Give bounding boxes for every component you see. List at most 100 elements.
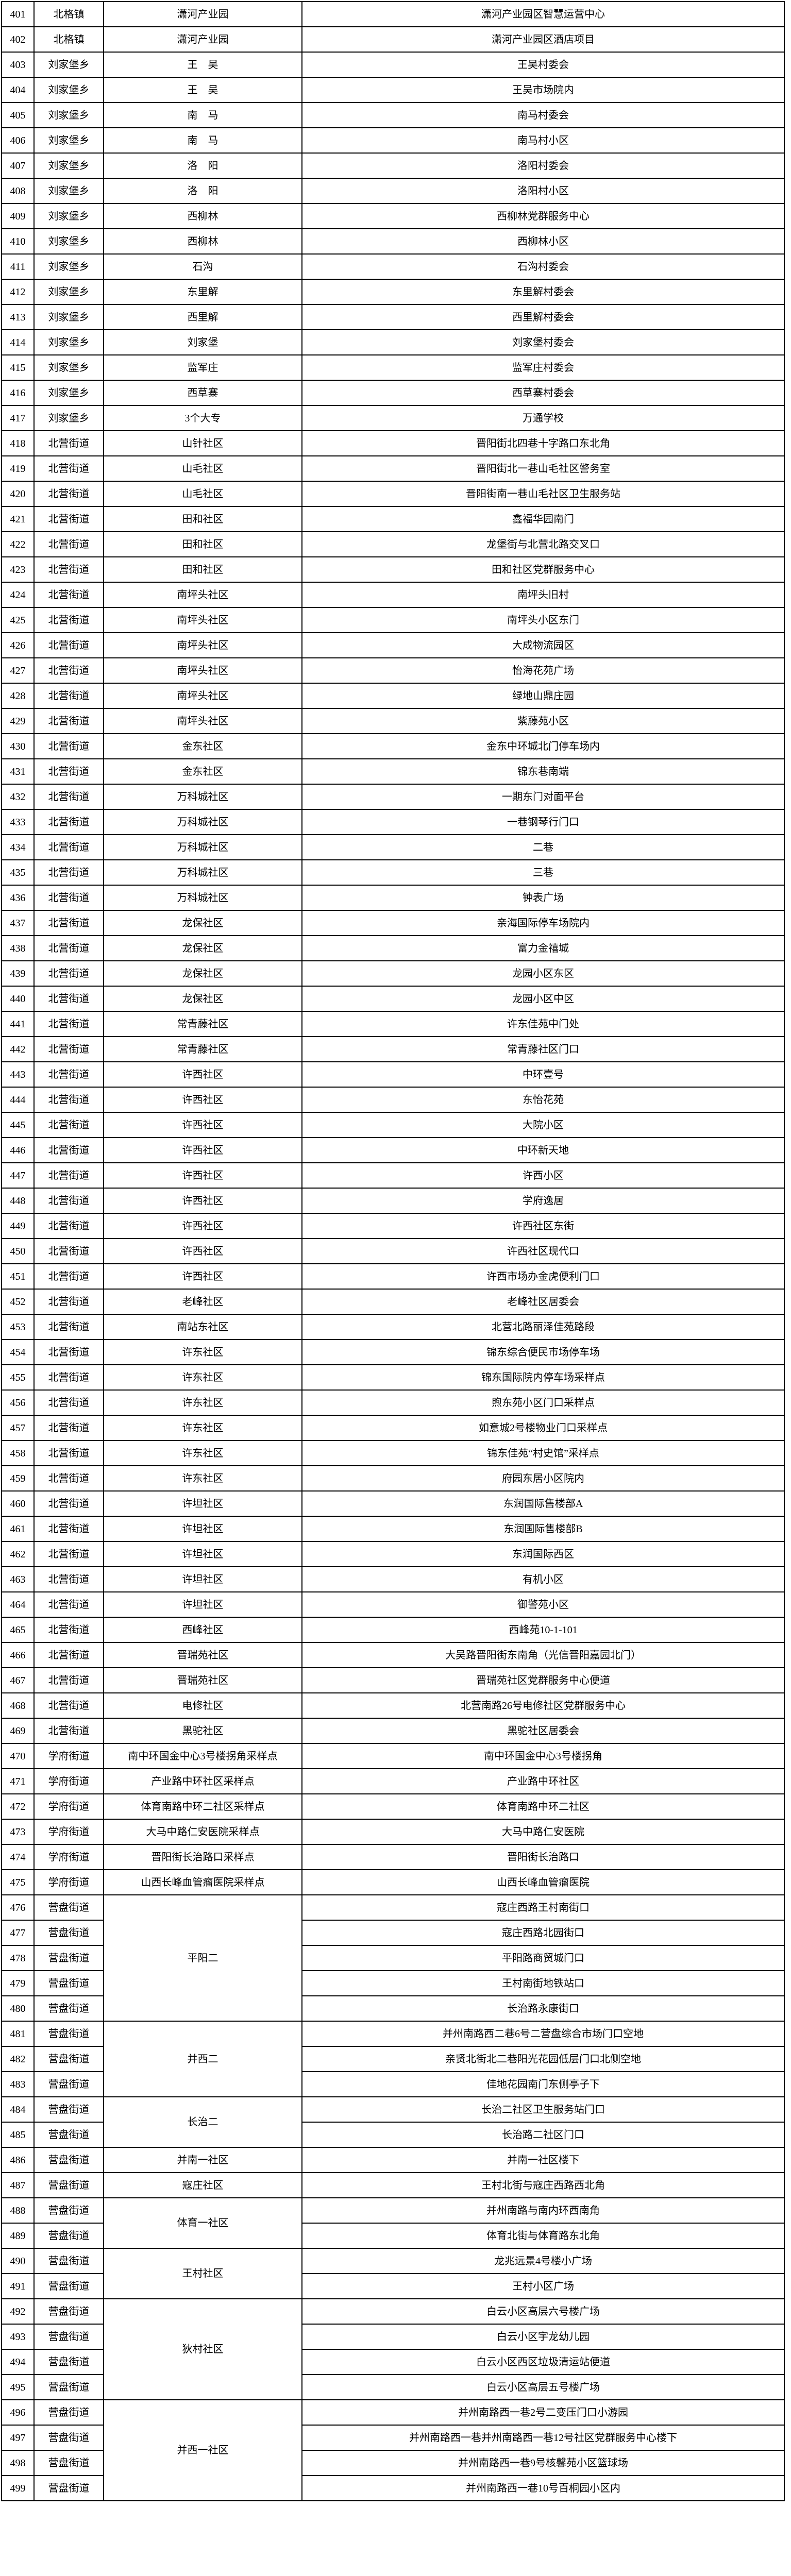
table-row: 438 北营街道 龙保社区 富力金禧城 xyxy=(1,935,785,961)
location-cell: 北营南路26号电修社区党群服务中心 xyxy=(301,1692,785,1719)
table-row: 448 北营街道 许西社区 学府逸居 xyxy=(1,1188,785,1214)
row-number-cell: 453 xyxy=(1,1314,35,1340)
community-cell: 许西社区 xyxy=(103,1112,302,1138)
table-row: 477 营盘街道 寇庄西路北园街口 xyxy=(1,1920,785,1946)
table-row: 494 营盘街道 白云小区西区垃圾清运站便道 xyxy=(1,2349,785,2375)
row-number-cell: 447 xyxy=(1,1162,35,1189)
location-cell: 并州南路西一巷2号二变压门口小游园 xyxy=(301,2399,785,2426)
community-cell: 南中环国金中心3号楼拐角采样点 xyxy=(103,1743,302,1769)
location-cell: 长治路永康街口 xyxy=(301,1995,785,2022)
town-cell: 刘家堡乡 xyxy=(33,102,104,128)
table-row: 454 北营街道 许东社区 锦东综合便民市场停车场 xyxy=(1,1339,785,1365)
table-row: 412 刘家堡乡 东里解 东里解村委会 xyxy=(1,279,785,305)
community-cell: 王 吴 xyxy=(103,77,302,103)
town-cell: 北格镇 xyxy=(33,1,104,27)
table-row: 492 营盘街道 狄村社区 白云小区高层六号楼广场 xyxy=(1,2298,785,2400)
community-cell: 许西社区 xyxy=(103,1188,302,1214)
location-cell: 长治二社区卫生服务站门口 xyxy=(301,2096,785,2123)
row-number-cell: 448 xyxy=(1,1188,35,1214)
location-cell: 一巷钢琴行门口 xyxy=(301,809,785,835)
table-row: 482 营盘街道 亲贤北街北二巷阳光花园低层门口北侧空地 xyxy=(1,2046,785,2072)
table-row: 446 北营街道 许西社区 中环新天地 xyxy=(1,1137,785,1163)
table-row: 430 北营街道 金东社区 金东中环城北门停车场内 xyxy=(1,733,785,759)
community-cell: 西峰社区 xyxy=(103,1617,302,1643)
table-row: 432 北营街道 万科城社区 一期东门对面平台 xyxy=(1,784,785,810)
town-cell: 营盘街道 xyxy=(33,2324,104,2350)
row-number-cell: 413 xyxy=(1,304,35,330)
table-row: 474 学府街道 晋阳街长治路口采样点 晋阳街长治路口 xyxy=(1,1844,785,1870)
town-cell: 营盘街道 xyxy=(33,2349,104,2375)
town-cell: 北营街道 xyxy=(33,1364,104,1391)
community-cell: 万科城社区 xyxy=(103,834,302,860)
row-number-cell: 441 xyxy=(1,1011,35,1037)
community-cell: 洛 阳 xyxy=(103,152,302,179)
location-cell: 晋阳街南一巷山毛社区卫生服务站 xyxy=(301,481,785,507)
location-cell: 南坪头旧村 xyxy=(301,582,785,608)
town-cell: 北营街道 xyxy=(33,1289,104,1315)
location-cell: 大成物流园区 xyxy=(301,632,785,658)
location-cell: 晋阳街北一巷山毛社区警务室 xyxy=(301,455,785,482)
table-row: 428 北营街道 南坪头社区 绿地山鼎庄园 xyxy=(1,683,785,709)
table-row: 464 北营街道 许坦社区 御警苑小区 xyxy=(1,1591,785,1618)
town-cell: 营盘街道 xyxy=(33,2298,104,2325)
sampling-table-body: 401 北格镇 潇河产业园 潇河产业园区智慧运营中心 402 北格镇 潇河产业园 潇河产业园区… xyxy=(1,1,785,2501)
row-number-cell: 499 xyxy=(1,2475,35,2501)
town-cell: 营盘街道 xyxy=(33,2021,104,2047)
row-number-cell: 470 xyxy=(1,1743,35,1769)
table-row: 468 北营街道 电修社区 北营南路26号电修社区党群服务中心 xyxy=(1,1692,785,1719)
community-cell: 许东社区 xyxy=(103,1339,302,1365)
community-cell: 并西二 xyxy=(103,2021,302,2097)
town-cell: 北营街道 xyxy=(33,1213,104,1239)
row-number-cell: 450 xyxy=(1,1238,35,1264)
table-row: 499 营盘街道 并州南路西一巷10号百桐园小区内 xyxy=(1,2475,785,2501)
town-cell: 北营街道 xyxy=(33,430,104,456)
location-cell: 许西社区现代口 xyxy=(301,1238,785,1264)
town-cell: 刘家堡乡 xyxy=(33,77,104,103)
town-cell: 营盘街道 xyxy=(33,1970,104,1996)
community-cell: 并西一社区 xyxy=(103,2399,302,2501)
community-cell: 山毛社区 xyxy=(103,481,302,507)
table-row: 458 北营街道 许东社区 锦东佳苑“村史馆”采样点 xyxy=(1,1440,785,1466)
row-number-cell: 452 xyxy=(1,1289,35,1315)
row-number-cell: 477 xyxy=(1,1920,35,1946)
location-cell: 有机小区 xyxy=(301,1566,785,1592)
location-cell: 晋阳街长治路口 xyxy=(301,1844,785,1870)
town-cell: 学府街道 xyxy=(33,1844,104,1870)
community-cell: 许东社区 xyxy=(103,1389,302,1416)
table-row: 463 北营街道 许坦社区 有机小区 xyxy=(1,1566,785,1592)
row-number-cell: 404 xyxy=(1,77,35,103)
town-cell: 北营街道 xyxy=(33,506,104,532)
town-cell: 北营街道 xyxy=(33,1314,104,1340)
location-cell: 东润国际售楼部A xyxy=(301,1490,785,1517)
location-cell: 并州南路西二巷6号二营盘综合市场门口空地 xyxy=(301,2021,785,2047)
location-cell: 佳地花园南门东侧亭子下 xyxy=(301,2071,785,2097)
row-number-cell: 457 xyxy=(1,1415,35,1441)
community-cell: 狄村社区 xyxy=(103,2298,302,2400)
town-cell: 营盘街道 xyxy=(33,2248,104,2274)
community-cell: 潇河产业园 xyxy=(103,26,302,53)
town-cell: 北营街道 xyxy=(33,1137,104,1163)
table-row: 410 刘家堡乡 西柳林 西柳林小区 xyxy=(1,228,785,255)
town-cell: 北营街道 xyxy=(33,834,104,860)
community-cell: 山针社区 xyxy=(103,430,302,456)
community-cell: 长治二 xyxy=(103,2096,302,2148)
table-row: 478 营盘街道 平阳路商贸城门口 xyxy=(1,1945,785,1971)
table-row: 435 北营街道 万科城社区 三巷 xyxy=(1,859,785,886)
community-cell: 山毛社区 xyxy=(103,455,302,482)
location-cell: 东润国际售楼部B xyxy=(301,1516,785,1542)
town-cell: 刘家堡乡 xyxy=(33,304,104,330)
table-row: 489 营盘街道 体育北街与体育路东北角 xyxy=(1,2223,785,2249)
location-cell: 白云小区高层五号楼广场 xyxy=(301,2374,785,2400)
row-number-cell: 489 xyxy=(1,2223,35,2249)
town-cell: 北营街道 xyxy=(33,1667,104,1693)
community-cell: 常青藤社区 xyxy=(103,1011,302,1037)
community-cell: 体育一社区 xyxy=(103,2197,302,2249)
table-row: 449 北营街道 许西社区 许西社区东街 xyxy=(1,1213,785,1239)
location-cell: 白云小区高层六号楼广场 xyxy=(301,2298,785,2325)
table-row: 497 营盘街道 并州南路西一巷并州南路西一巷12号社区党群服务中心楼下 xyxy=(1,2425,785,2451)
location-cell: 田和社区党群服务中心 xyxy=(301,556,785,583)
table-row: 414 刘家堡乡 刘家堡 刘家堡村委会 xyxy=(1,329,785,355)
location-cell: 东怡花苑 xyxy=(301,1087,785,1113)
table-row: 408 刘家堡乡洛 阳洛阳村小区 xyxy=(1,178,785,204)
location-cell: 龙兆远景4号楼小广场 xyxy=(301,2248,785,2274)
